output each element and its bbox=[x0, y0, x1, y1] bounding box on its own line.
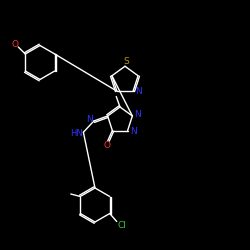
Text: S: S bbox=[124, 57, 129, 66]
Text: Cl: Cl bbox=[117, 220, 126, 230]
Text: N: N bbox=[86, 115, 93, 124]
Text: O: O bbox=[103, 140, 110, 149]
Text: HN: HN bbox=[70, 129, 83, 138]
Text: N: N bbox=[134, 110, 141, 119]
Text: N: N bbox=[135, 86, 142, 96]
Text: O: O bbox=[12, 40, 19, 48]
Text: N: N bbox=[130, 127, 136, 136]
